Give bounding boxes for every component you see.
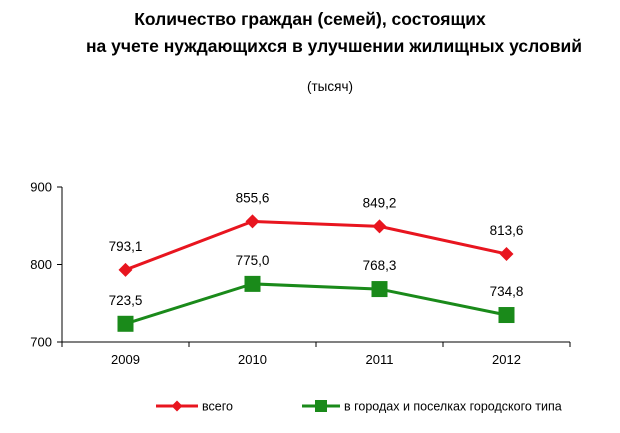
data-point (244, 275, 261, 292)
x-tick-label: 2011 (366, 352, 394, 367)
legend-marker (171, 400, 183, 412)
series-line (125, 282, 507, 326)
y-tick-label: 900 (30, 180, 52, 195)
chart-legend: всего в городах и поселках городского тип… (156, 400, 562, 414)
data-point (117, 315, 134, 332)
chart-title: Количество граждан (семей), состоящих на… (86, 9, 582, 56)
data-point (245, 214, 260, 229)
chart-subtitle: (тысяч) (307, 79, 353, 94)
legend-label: в городах и поселках городского типа (344, 400, 562, 414)
data-label: 855,6 (236, 190, 270, 205)
legend-item: в городах и поселках городского типа (302, 400, 562, 414)
legend-label: всего (202, 400, 233, 414)
data-label: 734,8 (490, 284, 524, 299)
series-line (124, 219, 507, 272)
y-tick-label: 800 (30, 257, 52, 272)
x-tick-label: 2009 (111, 352, 140, 367)
data-point (372, 219, 387, 234)
data-point (371, 281, 388, 298)
data-label: 723,5 (109, 293, 143, 308)
x-tick-label: 2010 (238, 352, 267, 367)
chart-title-line-2: на учете нуждающихся в улучшении жилищны… (86, 36, 582, 56)
series-1: 723,5 775,0 768,3 734,8 (109, 253, 524, 332)
chart-ticks: 700 800 900 2009 2010 2011 2012 (30, 180, 571, 367)
data-label: 793,1 (109, 239, 143, 254)
data-label: 768,3 (363, 258, 397, 273)
x-tick-label: 2012 (492, 352, 521, 367)
legend-item: всего (156, 400, 233, 414)
series-0: 793,1 855,6 849,2 813,6 (109, 190, 524, 277)
data-label: 813,6 (490, 223, 524, 238)
chart-series: 793,1 855,6 849,2 813,6 723,5 775,0 768,3 734,8 (109, 190, 524, 332)
data-point (499, 246, 514, 261)
legend-marker (315, 400, 327, 412)
chart-title-line-1: Количество граждан (семей), состоящих (134, 9, 486, 29)
data-label: 775,0 (236, 253, 270, 268)
data-point (118, 262, 133, 277)
y-tick-label: 700 (30, 335, 52, 350)
data-point (498, 307, 515, 324)
data-label: 849,2 (363, 195, 397, 210)
